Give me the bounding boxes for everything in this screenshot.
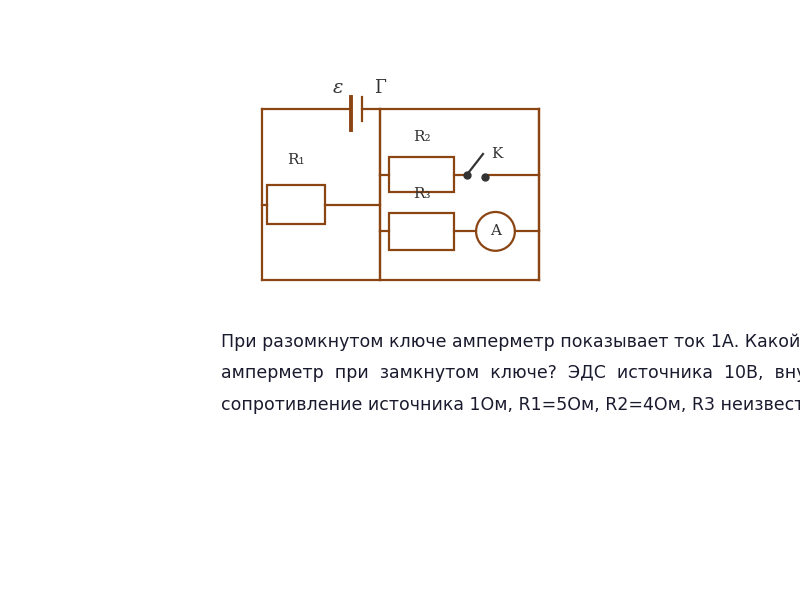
Text: Г: Г (374, 79, 386, 97)
Text: амперметр  при  замкнутом  ключе?  ЭДС  источника  10В,  внутреннее: амперметр при замкнутом ключе? ЭДС источ… (221, 364, 800, 382)
Text: При разомкнутом ключе амперметр показывает ток 1А. Какой ток покажет: При разомкнутом ключе амперметр показыва… (221, 333, 800, 351)
Text: R₃: R₃ (413, 187, 430, 202)
Text: A: A (490, 224, 501, 238)
Text: R₁: R₁ (287, 153, 305, 167)
Text: K: K (491, 147, 502, 161)
Text: ε: ε (333, 79, 344, 97)
Text: сопротивление источника 1Ом, R1=5Ом, R2=4Ом, R3 неизвестно.: сопротивление источника 1Ом, R1=5Ом, R2=… (221, 396, 800, 414)
Text: R₂: R₂ (413, 130, 430, 143)
